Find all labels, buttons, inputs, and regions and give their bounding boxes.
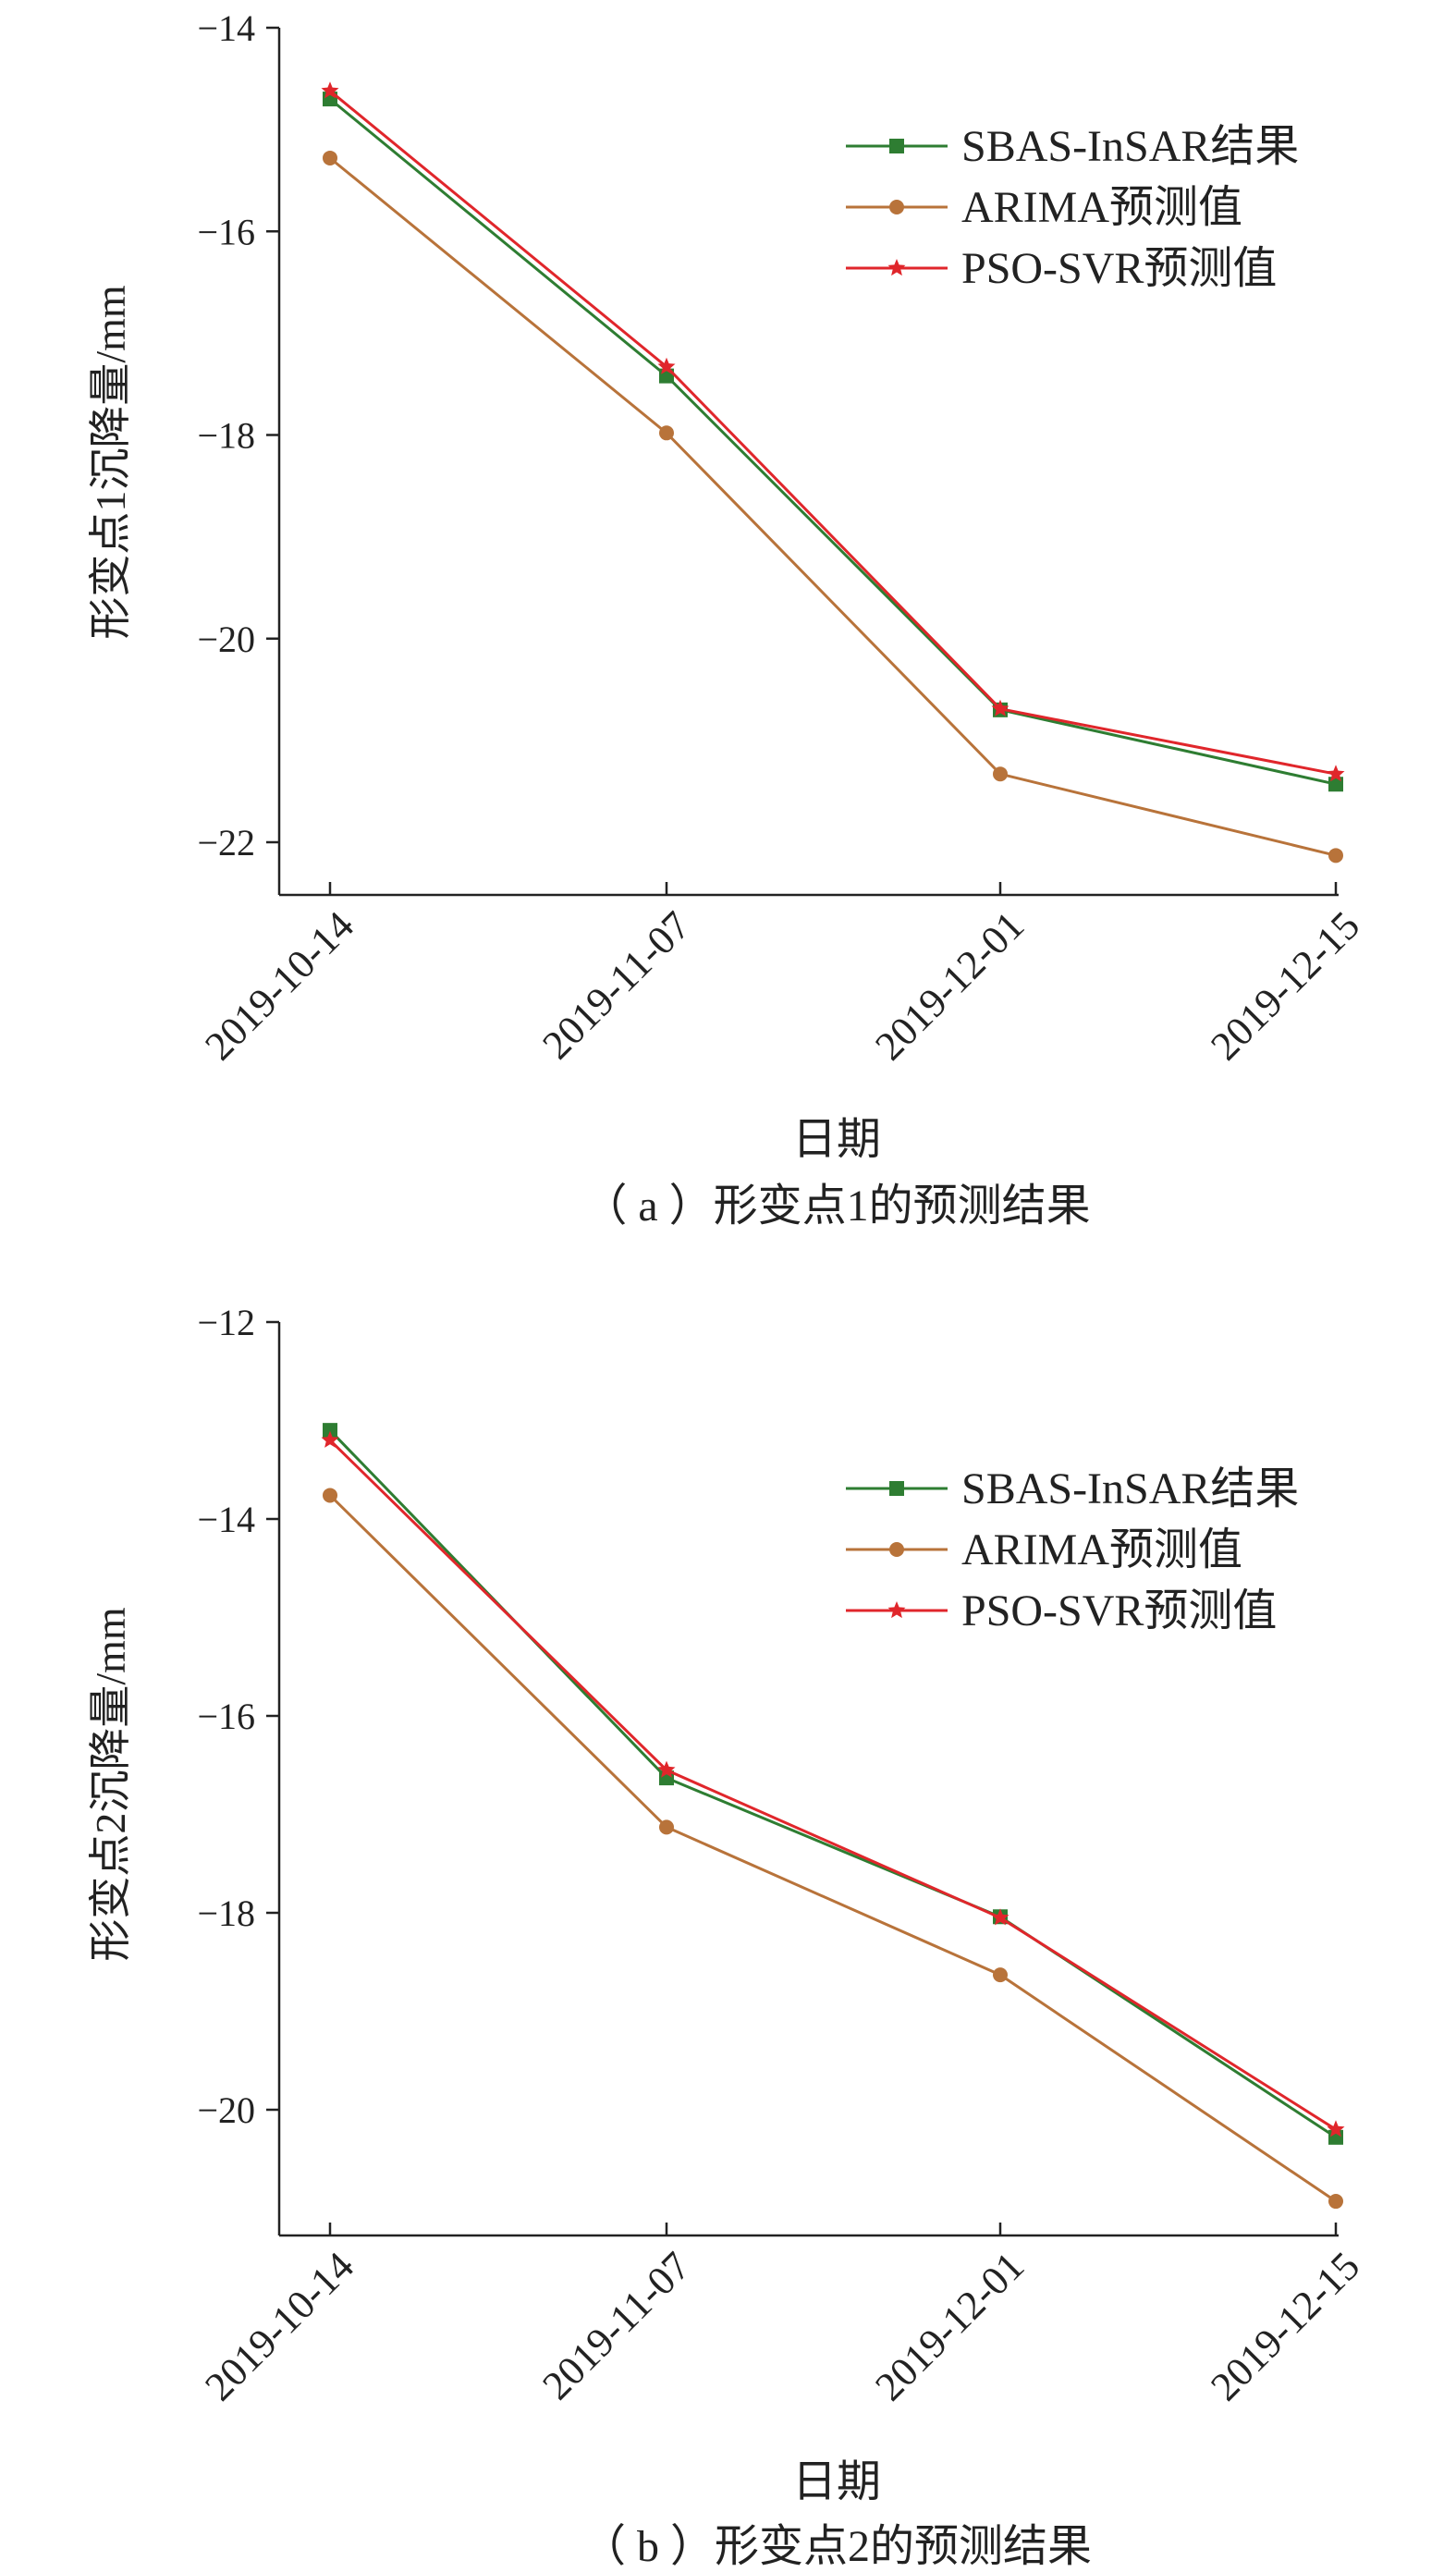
legend-label: SBAS-InSAR结果: [961, 1464, 1299, 1513]
data-point-marker: [323, 150, 337, 165]
legend: SBAS-InSAR结果 ARIMA预测值 PSO-SVR预测值: [846, 122, 1299, 293]
y-tick-label: −20: [197, 619, 255, 660]
data-point-marker: [323, 1488, 337, 1503]
series-line: [329, 97, 1337, 786]
data-point-marker: [323, 1423, 337, 1439]
legend: SBAS-InSAR结果 ARIMA预测值 PSO-SVR预测值: [846, 1464, 1299, 1635]
x-tick-label: 2019-10-14: [196, 2243, 362, 2409]
series-line: [329, 90, 1337, 776]
x-tick-label: 2019-12-01: [866, 902, 1033, 1069]
data-point-marker: [991, 699, 1009, 716]
x-tick-label: 2019-10-14: [196, 902, 362, 1069]
series-circle: [323, 1488, 1343, 2210]
legend-item: SBAS-InSAR结果: [846, 122, 1299, 171]
legend-label: ARIMA预测值: [961, 1525, 1242, 1574]
x-tick-label: 2019-12-15: [1202, 902, 1368, 1069]
figure-caption: （ a ）形变点1的预测结果: [582, 1182, 1090, 1231]
y-tick-label: −12: [197, 1302, 255, 1343]
legend-item: PSO-SVR预测值: [846, 244, 1277, 293]
x-axis-label: 日期: [792, 1115, 881, 1164]
y-tick-label: −14: [197, 7, 255, 49]
figure-caption: （ b ）形变点2的预测结果: [581, 2522, 1092, 2571]
series-line: [328, 1494, 1337, 2203]
y-axis-label: 形变点1沉降量/mm: [87, 285, 134, 640]
data-point-marker: [991, 1908, 1009, 1926]
chart-panel-a: −14 −16 −18 −20 −22 2019-10-14 2019-11-07 2019-…: [87, 7, 1368, 1231]
series-star: [321, 81, 1345, 782]
series-star: [321, 1430, 1345, 2137]
x-tick-label: 2019-12-01: [866, 2243, 1033, 2409]
legend-marker: [889, 139, 904, 153]
data-point-marker: [993, 766, 1008, 782]
y-tick-label: −22: [197, 822, 255, 863]
series-line: [328, 1439, 1337, 2131]
legend-marker: [887, 259, 906, 276]
data-point-marker: [1328, 777, 1343, 792]
legend-label: PSO-SVR预测值: [961, 244, 1277, 293]
data-point-marker: [1327, 2120, 1345, 2137]
legend-item: SBAS-InSAR结果: [846, 1464, 1299, 1513]
y-tick-label: −20: [197, 2089, 255, 2131]
x-tick-label: 2019-11-07: [533, 2243, 699, 2408]
legend-label: SBAS-InSAR结果: [961, 122, 1299, 171]
series-circle: [323, 150, 1343, 863]
data-point-marker: [657, 357, 676, 374]
legend-marker: [889, 200, 904, 214]
legend-item: PSO-SVR预测值: [846, 1586, 1277, 1635]
y-tick-label: −14: [197, 1499, 255, 1540]
data-point-marker: [659, 1819, 674, 1835]
y-axis-label: 形变点2沉降量/mm: [87, 1607, 134, 1962]
legend-marker: [889, 1481, 904, 1496]
x-axis-label: 日期: [792, 2457, 881, 2506]
data-point-marker: [1328, 2194, 1343, 2210]
legend-item: ARIMA预测值: [846, 183, 1242, 232]
data-point-marker: [993, 1967, 1008, 1983]
y-tick-label: −16: [197, 211, 255, 252]
x-tick-label: 2019-11-07: [533, 902, 699, 1068]
data-point-marker: [657, 1760, 676, 1778]
legend-item: ARIMA预测值: [846, 1525, 1242, 1574]
data-point-marker: [1327, 765, 1345, 782]
series-line: [329, 156, 1337, 857]
legend-marker: [887, 1601, 906, 1619]
legend-label: PSO-SVR预测值: [961, 1586, 1277, 1635]
data-point-marker: [1328, 848, 1343, 863]
data-point-marker: [321, 81, 339, 99]
legend-marker: [889, 1542, 904, 1557]
data-point-marker: [321, 1430, 339, 1448]
y-tick-label: −18: [197, 1892, 255, 1934]
data-point-marker: [659, 425, 674, 441]
y-tick-label: −16: [197, 1696, 255, 1737]
legend-label: ARIMA预测值: [961, 183, 1242, 232]
chart-panel-b: −12 −14 −16 −18 −20 2019-10-14 2019-11-07 2019-…: [87, 1302, 1368, 2571]
x-tick-label: 2019-12-15: [1202, 2243, 1368, 2409]
y-tick-label: −18: [197, 415, 255, 457]
